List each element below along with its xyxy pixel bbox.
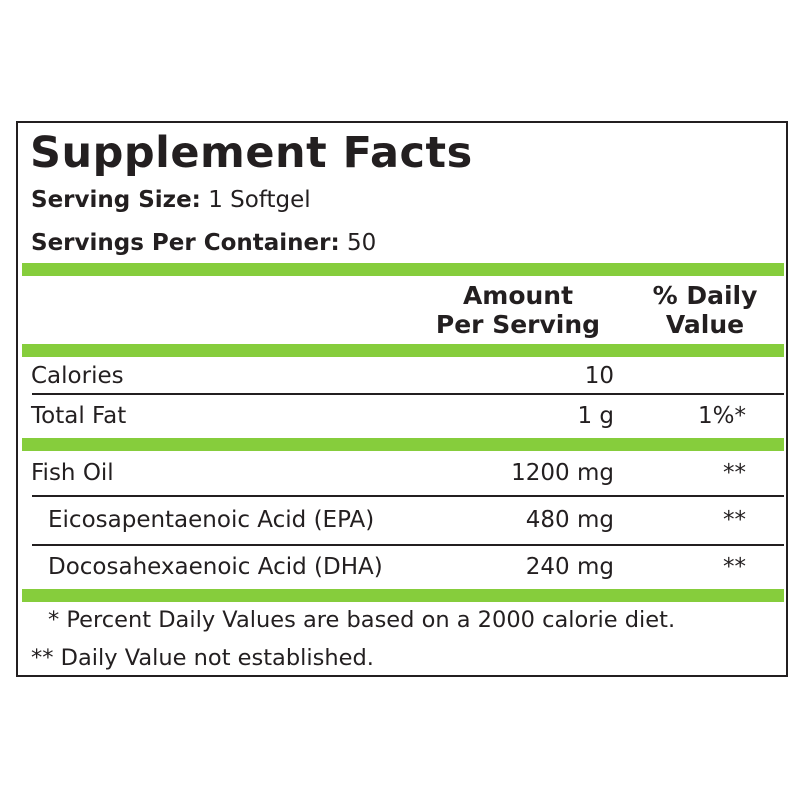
amount-header-line2: Per Serving (435, 310, 601, 339)
row-name: Total Fat (31, 403, 127, 429)
amount-per-serving-header: Amount Per Serving (418, 281, 618, 339)
divider-bar (22, 263, 784, 276)
row-divider (32, 495, 784, 497)
daily-value-header: % Daily Value (630, 281, 780, 339)
serving-size: Serving Size: 1 Softgel (31, 189, 311, 212)
dv-header-line1: % Daily (652, 281, 758, 310)
panel-title: Supplement Facts (30, 128, 473, 178)
row-dv: ** (723, 460, 746, 486)
footnote: ** Daily Value not established. (31, 645, 374, 671)
supplement-facts-panel (16, 121, 788, 677)
divider-bar (22, 589, 784, 602)
row-divider (32, 393, 784, 395)
serving-size-value: 1 Softgel (208, 187, 311, 213)
row-amount: 1 g (577, 403, 614, 429)
divider-bar (22, 438, 784, 451)
dv-header-line2: Value (665, 310, 745, 339)
row-amount: 480 mg (525, 507, 614, 533)
row-name: Docosahexaenoic Acid (DHA) (48, 554, 383, 580)
row-amount: 240 mg (525, 554, 614, 580)
row-dv: ** (723, 507, 746, 533)
row-dv: 1%* (698, 403, 746, 429)
row-name: Fish Oil (31, 460, 114, 486)
row-dv: ** (723, 554, 746, 580)
serving-size-label: Serving Size: (31, 187, 201, 213)
servings-per-container-label: Servings Per Container: (31, 230, 340, 256)
row-name: Calories (31, 363, 124, 389)
row-name: Eicosapentaenoic Acid (EPA) (48, 507, 375, 533)
amount-header-line1: Amount (462, 281, 574, 310)
footnote: * Percent Daily Values are based on a 20… (48, 607, 676, 633)
row-amount: 10 (584, 363, 614, 389)
row-divider (32, 544, 784, 546)
servings-per-container: Servings Per Container: 50 (31, 232, 376, 255)
divider-bar (22, 344, 784, 357)
servings-per-container-value: 50 (347, 230, 377, 256)
row-amount: 1200 mg (511, 460, 614, 486)
